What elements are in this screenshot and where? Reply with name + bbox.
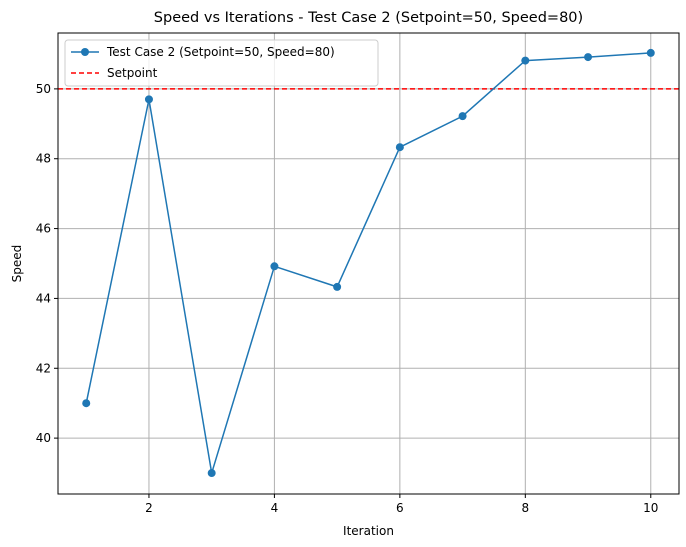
legend-marker-series [81,48,89,56]
y-tick-label: 46 [36,222,51,236]
data-point [646,48,655,57]
data-point [144,95,153,104]
y-tick-label: 44 [36,291,51,305]
x-axis-label: Iteration [343,524,394,538]
data-point [333,282,342,291]
y-tick-label: 42 [36,361,51,375]
series-line [85,52,651,474]
data-point [207,469,216,478]
plot-frame [57,32,680,495]
chart-title: Speed vs Iterations - Test Case 2 (Setpo… [154,10,583,26]
y-axis-label: Speed [10,245,24,283]
legend-box [64,39,379,87]
y-tick-label: 40 [36,431,51,445]
legend-entry-series: Test Case 2 (Setpoint=50, Speed=80) [106,45,335,59]
x-tick-label: 2 [145,501,153,515]
y-tick-label: 48 [36,152,51,166]
x-tick-label: 4 [271,501,279,515]
legend: Test Case 2 (Setpoint=50, Speed=80) Setp… [64,39,379,87]
x-tick-label: 10 [643,501,658,515]
data-point [395,143,404,152]
data-series [82,48,655,478]
y-tick-label: 50 [36,82,51,96]
x-tick-label: 6 [396,501,404,515]
data-point [458,112,467,121]
data-point [82,399,91,408]
data-point [521,56,530,65]
grid [58,33,679,494]
legend-entry-setpoint: Setpoint [107,66,158,80]
x-tick-label: 8 [521,501,529,515]
data-point [584,53,593,62]
data-point [270,262,279,271]
